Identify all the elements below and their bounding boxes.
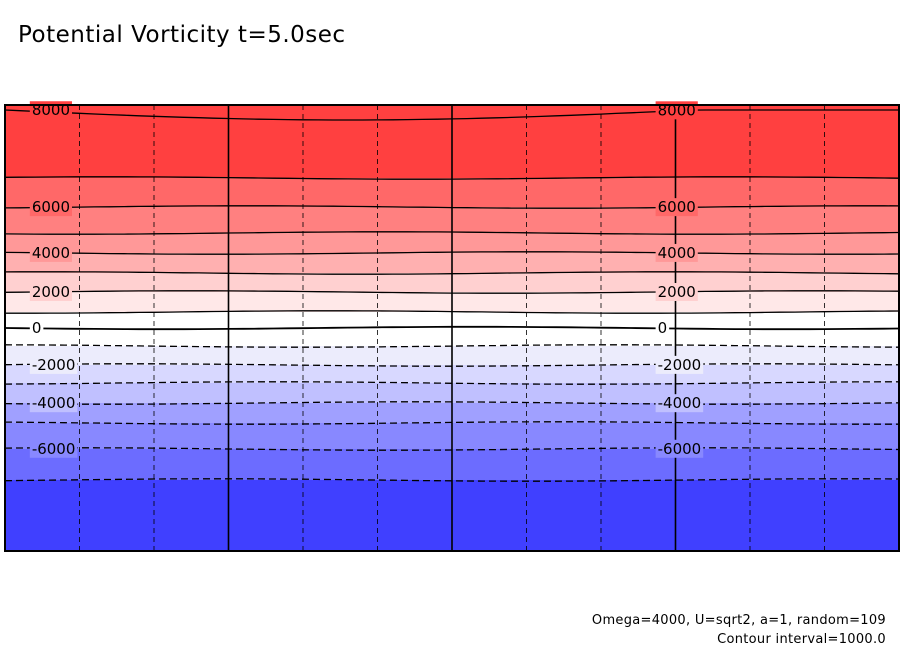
contour-label: 4000 <box>658 244 696 262</box>
contour-line-7000 <box>4 176 900 180</box>
contour-label-background <box>29 355 78 374</box>
contour-line--4000 <box>4 401 900 405</box>
contour-label-background <box>655 355 704 374</box>
contour-label-background <box>29 283 73 302</box>
contour-line-5000 <box>4 231 900 235</box>
contour-lines <box>4 109 900 482</box>
contour-label-background <box>29 439 78 458</box>
footnote-parameters: Omega=4000, U=sqrt2, a=1, random=109 <box>591 613 886 628</box>
contour-label: 4000 <box>32 244 70 262</box>
contour-label-background <box>655 439 704 458</box>
contour-line--7000 <box>4 478 900 482</box>
chart-title: Potential Vorticity t=5.0sec <box>18 22 346 48</box>
contour-label: -4000 <box>32 394 76 412</box>
contour-line--6000 <box>4 447 900 451</box>
contour-label: -6000 <box>658 440 702 458</box>
contour-line--5000 <box>4 421 899 425</box>
contour-line-4000 <box>4 251 900 255</box>
contour-label-background <box>29 394 78 413</box>
contour-label-background <box>655 198 698 217</box>
contour-label: -4000 <box>658 394 702 412</box>
contour-line--2000 <box>4 363 900 367</box>
contour-line-3000 <box>4 271 900 275</box>
contour-label: 0 <box>658 319 668 337</box>
contour-line-8000 <box>4 109 899 121</box>
contour-label: -2000 <box>32 356 76 374</box>
contour-line-2000 <box>4 290 900 294</box>
contour-label-background <box>29 243 73 262</box>
contour-label: 8000 <box>32 101 70 119</box>
contour-label-background <box>655 282 698 301</box>
contour-line-0 <box>4 325 900 331</box>
contour-label-background <box>29 198 73 217</box>
contour-label: 0 <box>32 319 42 337</box>
plot-frame <box>4 104 900 552</box>
contour-label-background <box>29 319 44 338</box>
contour-label: 2000 <box>32 283 70 301</box>
contour-label: 2000 <box>658 283 696 301</box>
contour-line--3000 <box>4 381 899 385</box>
contour-label-background <box>655 394 704 413</box>
contour-label: -2000 <box>658 356 702 374</box>
contour-label: -6000 <box>32 440 76 458</box>
contour-label: 6000 <box>32 198 70 216</box>
contour-line--1000 <box>4 344 900 348</box>
contour-line-6000 <box>4 205 900 209</box>
contour-label-background <box>655 243 698 262</box>
footnote-contour-interval: Contour interval=1000.0 <box>717 632 886 647</box>
contour-label-background <box>655 319 670 338</box>
contour-label: 6000 <box>658 198 696 216</box>
contour-line-1000 <box>5 310 900 314</box>
